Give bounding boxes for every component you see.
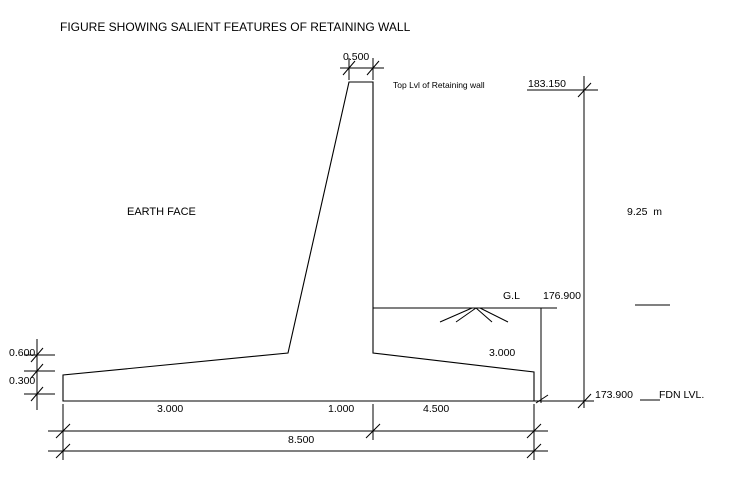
top-width-label: 0.500 xyxy=(343,51,369,63)
earth-face-label: EARTH FACE xyxy=(127,206,196,218)
foundation-level-value: 173.900 xyxy=(595,389,633,401)
base-segment-dimension xyxy=(48,404,548,440)
ground-symbol xyxy=(439,307,509,323)
height-label: 9.25 m xyxy=(627,206,662,218)
foundation-level-label: FDN LVL. xyxy=(659,389,704,401)
heel-length-label: 3.000 xyxy=(157,403,183,415)
toe-depth-label: 3.000 xyxy=(489,347,515,359)
heel-thickness-edge-label: 0.300 xyxy=(9,375,35,387)
top-level-value: 183.150 xyxy=(528,78,566,90)
total-base-label: 8.500 xyxy=(288,434,314,446)
toe-depth-dimension xyxy=(535,308,549,404)
stem-base-label: 1.000 xyxy=(328,403,354,415)
top-width-dimension xyxy=(340,58,384,80)
retaining-wall-outline xyxy=(62,81,535,402)
toe-length-label: 4.500 xyxy=(423,403,449,415)
diagram-title: FIGURE SHOWING SALIENT FEATURES OF RETAI… xyxy=(60,20,411,34)
height-dimension xyxy=(577,76,592,409)
total-base-dimension xyxy=(48,440,548,460)
ground-level-label: G.L xyxy=(503,290,520,302)
ground-level-value: 176.900 xyxy=(543,290,581,302)
heel-thickness-dimension xyxy=(24,339,55,410)
heel-thickness-top-label: 0.600 xyxy=(9,347,35,359)
top-level-label: Top Lvl of Retaining wall xyxy=(393,80,485,90)
